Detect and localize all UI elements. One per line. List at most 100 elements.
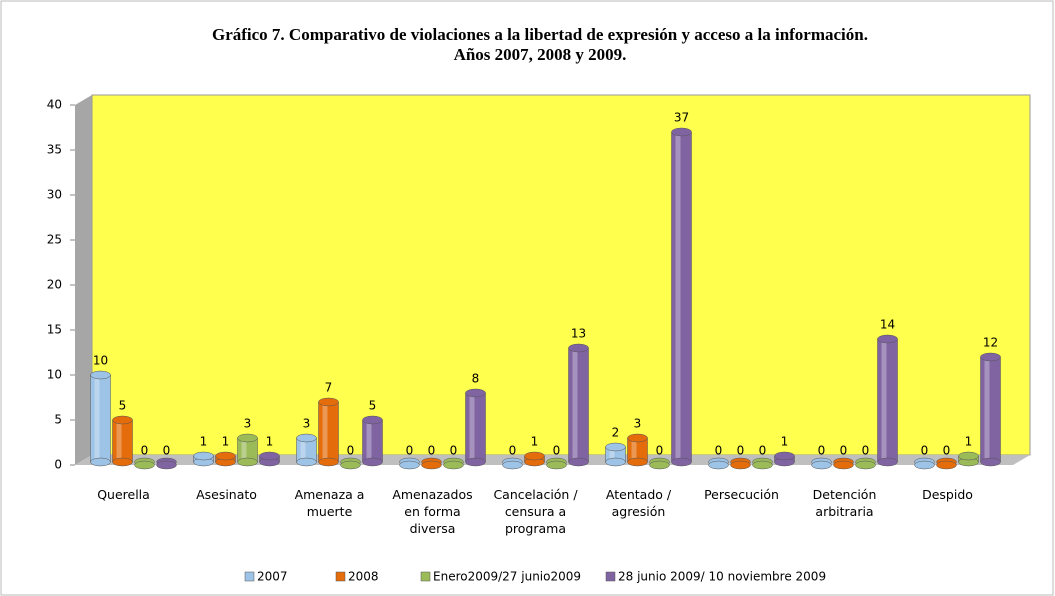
bar xyxy=(134,457,155,470)
bar-highlight xyxy=(609,447,615,462)
legend-label: 2007 xyxy=(257,570,288,584)
bar xyxy=(112,415,133,467)
bar xyxy=(318,397,339,467)
bar xyxy=(259,451,280,467)
value-label: 0 xyxy=(921,444,929,458)
bar-bottom xyxy=(465,457,486,467)
bar-highlight xyxy=(116,420,122,462)
bar-top xyxy=(362,415,383,425)
value-label: 2 xyxy=(612,426,620,440)
bar xyxy=(362,415,383,467)
legend-swatch xyxy=(244,571,255,582)
legend-label: 2008 xyxy=(348,570,379,584)
value-label: 0 xyxy=(347,444,355,458)
bar-body xyxy=(980,356,1001,463)
value-label: 37 xyxy=(674,111,689,125)
bar-highlight xyxy=(572,348,578,462)
bar-bottom xyxy=(90,457,111,467)
legend-label: 28 junio 2009/ 10 noviembre 2009 xyxy=(618,570,826,584)
bar xyxy=(752,457,773,470)
bar xyxy=(855,457,876,470)
value-label: 14 xyxy=(880,318,895,332)
bar xyxy=(502,457,523,470)
x-tick-label: Detención arbitraria xyxy=(812,487,877,519)
bar-body xyxy=(568,347,589,463)
value-label: 1 xyxy=(222,435,230,449)
bar-top xyxy=(399,460,420,470)
bar-top xyxy=(340,460,361,470)
x-tick-label: Atentado / agresión xyxy=(605,487,672,519)
value-label: 0 xyxy=(759,444,767,458)
bar-bottom xyxy=(605,457,626,467)
bar xyxy=(465,388,486,467)
x-tick-label: Despido xyxy=(922,487,973,502)
bar-top xyxy=(465,388,486,398)
value-label: 7 xyxy=(325,381,333,395)
x-tick-label: Amenazados en forma diversa xyxy=(392,487,473,536)
value-label: 0 xyxy=(428,444,436,458)
legend-swatch xyxy=(420,571,431,582)
bar-top xyxy=(958,451,979,461)
bar-top xyxy=(546,460,567,470)
bar-body xyxy=(465,392,486,463)
bar-top xyxy=(443,460,464,470)
value-label: 8 xyxy=(472,372,480,386)
bar xyxy=(811,457,832,470)
value-label: 1 xyxy=(781,435,789,449)
bar-highlight xyxy=(366,420,372,462)
x-tick-label: Persecución xyxy=(704,487,779,502)
bar xyxy=(443,457,464,470)
bar-top xyxy=(855,460,876,470)
bar-highlight xyxy=(241,438,247,462)
bar xyxy=(708,457,729,470)
bar xyxy=(877,334,898,467)
legend-label: Enero2009/27 junio2009 xyxy=(433,570,581,584)
bar-bottom xyxy=(568,457,589,467)
y-tick-label: 40 xyxy=(47,98,62,112)
x-tick-label: Amenaza a muerte xyxy=(294,487,365,519)
bar-bottom xyxy=(318,457,339,467)
bar-highlight xyxy=(94,375,100,462)
value-label: 3 xyxy=(303,417,311,431)
bar-bottom xyxy=(112,457,133,467)
bar-body xyxy=(90,374,111,463)
bar xyxy=(340,457,361,470)
chart-title: Gráfico 7. Comparativo de violaciones a … xyxy=(212,25,868,44)
x-tick-label: Querella xyxy=(97,487,150,502)
bar-top xyxy=(649,460,670,470)
legend-swatch xyxy=(335,571,346,582)
bar xyxy=(914,457,935,470)
bar xyxy=(421,457,442,470)
value-label: 0 xyxy=(656,444,664,458)
value-label: 12 xyxy=(983,336,998,350)
value-label: 0 xyxy=(943,444,951,458)
bar xyxy=(958,451,979,467)
bar-top xyxy=(708,460,729,470)
bar xyxy=(730,457,751,470)
value-label: 13 xyxy=(571,327,586,341)
value-label: 5 xyxy=(369,399,377,413)
y-tick-label: 20 xyxy=(47,278,62,292)
bar-bottom xyxy=(980,457,1001,467)
bar xyxy=(90,370,111,467)
bar xyxy=(193,451,214,467)
bar-top xyxy=(318,397,339,407)
y-tick-label: 15 xyxy=(47,323,62,337)
bar xyxy=(524,451,545,467)
bar-top xyxy=(215,451,236,461)
y-tick-label: 5 xyxy=(54,413,62,427)
bar-highlight xyxy=(881,339,887,462)
y-tick-label: 30 xyxy=(47,188,62,202)
bar-bottom xyxy=(627,457,648,467)
bar-top xyxy=(936,460,957,470)
y-tick-label: 25 xyxy=(47,233,62,247)
y-tick-label: 35 xyxy=(47,143,62,157)
bar-top xyxy=(237,433,258,443)
y-tick-label: 0 xyxy=(54,458,62,472)
bar-highlight xyxy=(469,393,475,462)
bar-top xyxy=(811,460,832,470)
bar-top xyxy=(877,334,898,344)
bar xyxy=(156,457,177,470)
